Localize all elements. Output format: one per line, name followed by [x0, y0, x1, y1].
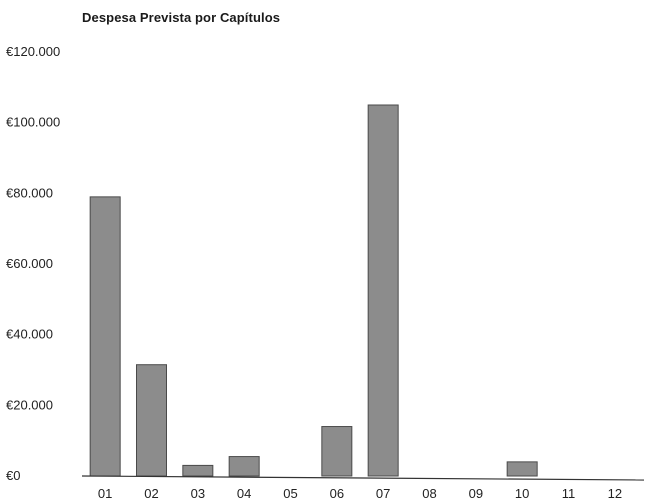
x-axis-labels: 01 02 03 04 05 06 07 08 09 10 11 12: [98, 486, 622, 501]
x-tick-label: 01: [98, 486, 112, 501]
x-tick-label: 10: [515, 486, 529, 501]
x-tick-label: 09: [469, 486, 483, 501]
x-tick-label: 04: [237, 486, 251, 501]
bar-07: [367, 104, 399, 477]
y-tick-label: €0: [6, 468, 20, 483]
x-tick-label: 12: [608, 486, 622, 501]
x-tick-label: 03: [191, 486, 205, 501]
x-tick-label: 11: [562, 486, 576, 501]
x-tick-label: 02: [144, 486, 158, 501]
x-tick-label: 08: [422, 486, 436, 501]
x-tick-label: 07: [376, 486, 390, 501]
y-tick-label: €20.000: [6, 397, 53, 412]
y-tick-label: €80.000: [6, 185, 53, 200]
x-axis-baseline: [81, 475, 645, 481]
y-tick-label: €60.000: [6, 256, 53, 271]
bar-06: [321, 426, 353, 477]
bar-03: [182, 464, 214, 477]
chart-title: Despesa Prevista por Capítulos: [82, 10, 281, 25]
bars: [89, 104, 538, 477]
y-tick-label: €120.000: [6, 44, 60, 59]
x-tick-label: 06: [330, 486, 344, 501]
y-axis-labels: €0 €20.000 €40.000 €60.000 €80.000 €100.000 €1…: [6, 44, 60, 483]
bar-01: [89, 196, 121, 477]
bar-02: [136, 364, 167, 477]
y-tick-label: €100.000: [6, 115, 60, 130]
bar-04: [228, 456, 260, 477]
y-tick-label: €40.000: [6, 327, 53, 342]
x-tick-label: 05: [283, 486, 297, 501]
bar-10: [506, 461, 538, 477]
